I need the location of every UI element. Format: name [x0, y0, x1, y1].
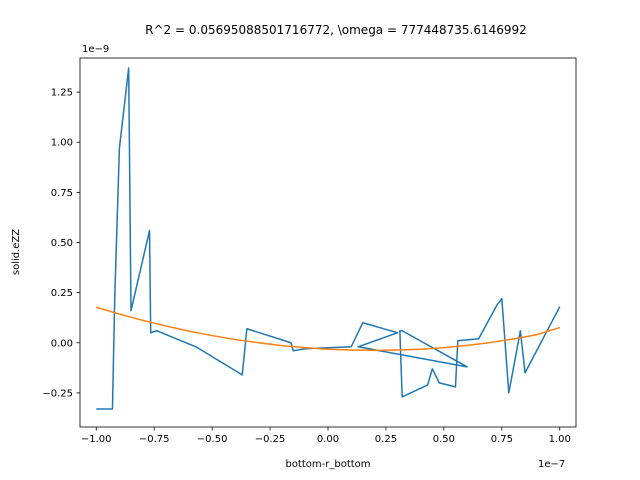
x-tick-label-0: −1.00 [81, 434, 112, 445]
x-tick-label-4: 0.00 [317, 434, 339, 445]
y-offset-label: 1e−9 [82, 44, 109, 55]
series-line-0 [96, 67, 561, 410]
y-tick-label-3: 0.50 [51, 238, 73, 249]
x-tick-label-8: 1.00 [549, 434, 571, 445]
x-tick-label-5: 0.25 [375, 434, 397, 445]
x-tick-label-1: −0.75 [139, 434, 170, 445]
x-tick-label-6: 0.50 [433, 434, 455, 445]
y-tick-label-2: 0.25 [51, 288, 73, 299]
y-axis-label: solid.eZZ [11, 229, 22, 275]
y-tick-label-4: 0.75 [51, 188, 73, 199]
chart-title: R^2 = 0.05695088501716772, \omega = 7774… [145, 23, 527, 37]
series-line-1 [96, 306, 561, 352]
x-offset-label: 1e−7 [538, 459, 565, 470]
y-tick-label-0: −0.25 [42, 388, 73, 399]
y-tick-label-1: 0.00 [51, 338, 73, 349]
y-tick-label-6: 1.25 [51, 88, 73, 99]
x-tick-label-7: 0.75 [491, 434, 513, 445]
x-tick-label-3: −0.25 [255, 434, 286, 445]
y-tick-label-5: 1.00 [51, 138, 73, 149]
x-axis-label: bottom-r_bottom [285, 459, 370, 470]
x-tick-label-2: −0.50 [197, 434, 228, 445]
plot-area: −1.00 −0.75 −0.50 −0.25 0.00 0.25 0.50 0.75 1.00… [42, 57, 577, 445]
